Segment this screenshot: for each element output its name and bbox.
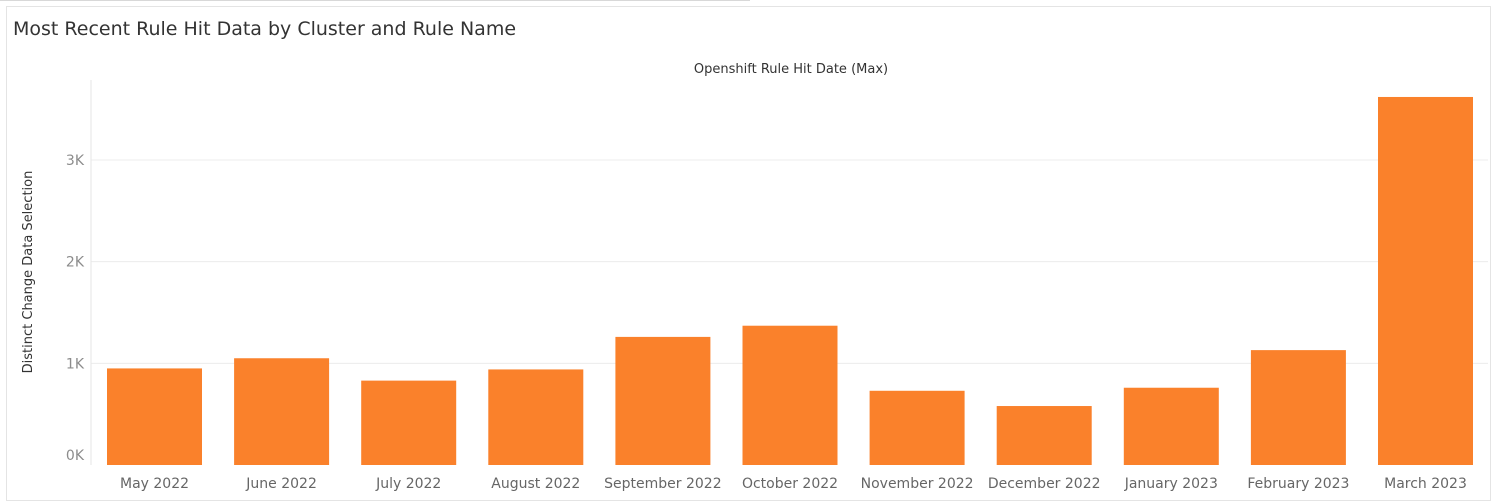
y-tick-label: 1K (66, 356, 85, 372)
bar-july-2022[interactable] (361, 380, 457, 465)
x-tick-label: June 2022 (245, 476, 317, 492)
x-tick-labels: May 2022 June 2022 July 2022 August 2022 Sep… (120, 476, 1467, 492)
bar-march-2023[interactable] (1378, 96, 1473, 465)
bars (107, 96, 1473, 465)
chart-frame (6, 6, 1491, 501)
bar-november-2022[interactable] (869, 390, 965, 465)
x-tick-label: August 2022 (491, 476, 580, 492)
x-tick-label: March 2023 (1384, 476, 1467, 492)
x-tick-label: February 2023 (1247, 476, 1349, 492)
bar-february-2023[interactable] (1250, 350, 1346, 465)
x-tick-label: July 2022 (375, 476, 441, 492)
chart-title: Most Recent Rule Hit Data by Cluster and… (13, 18, 517, 40)
x-tick-label: December 2022 (988, 476, 1101, 492)
top-divider (0, 0, 750, 1)
column-header: Openshift Rule Hit Date (Max) (694, 62, 888, 77)
bar-june-2022[interactable] (234, 358, 330, 465)
bar-december-2022[interactable] (996, 406, 1092, 465)
x-tick-label: October 2022 (742, 476, 838, 492)
y-tick-label: 3K (66, 153, 85, 169)
y-axis-title: Distinct Change Data Selection (21, 171, 36, 374)
bar-september-2022[interactable] (615, 336, 711, 465)
x-tick-label: May 2022 (120, 476, 189, 492)
y-ticks: 0K 1K 2K 3K (66, 153, 85, 464)
bar-january-2023[interactable] (1123, 387, 1219, 465)
x-tick-label: January 2023 (1124, 476, 1218, 492)
bar-may-2022[interactable] (107, 368, 202, 465)
bar-august-2022[interactable] (488, 369, 584, 465)
x-tick-label: September 2022 (604, 476, 721, 492)
y-tick-label: 2K (66, 255, 85, 271)
bar-october-2022[interactable] (742, 325, 838, 465)
x-tick-label: November 2022 (861, 476, 974, 492)
y-tick-label: 0K (66, 448, 85, 464)
